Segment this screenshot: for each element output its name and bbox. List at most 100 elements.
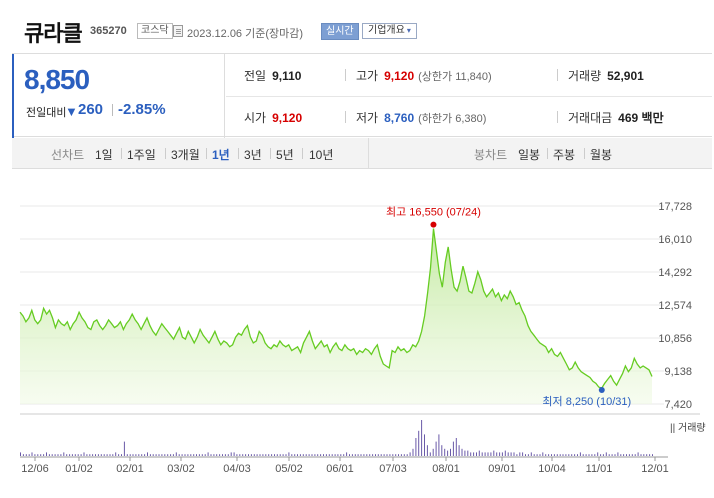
volume-bar <box>219 454 221 456</box>
volume-bar <box>291 454 293 456</box>
low-value: 8,760 <box>384 111 415 125</box>
volume-bar <box>184 454 186 456</box>
x-tick-label: 10/04 <box>538 463 566 475</box>
volume-bar <box>579 452 581 456</box>
volume-bar <box>628 454 630 456</box>
volume-bar <box>282 454 284 456</box>
volume-bar <box>631 454 633 456</box>
volume-bar <box>311 454 313 456</box>
volume-bar <box>597 452 599 456</box>
lower-limit: (하한가 6,380) <box>418 113 487 125</box>
volume-bar <box>135 454 137 456</box>
volume-bar <box>525 454 526 456</box>
volume-bar <box>43 454 45 456</box>
volume-bar <box>380 454 382 456</box>
volume-bar <box>600 454 602 456</box>
volume-bar <box>40 454 42 456</box>
volume-bar <box>536 454 538 456</box>
volume-legend-icon: || <box>670 423 675 434</box>
volume-bar <box>640 454 642 456</box>
volume-bar <box>542 452 544 456</box>
volume-bar <box>386 454 388 456</box>
volume-bar <box>167 454 169 456</box>
period-1w[interactable]: 1주일 <box>127 148 156 162</box>
period-5y[interactable]: 5년 <box>276 148 294 162</box>
volume-bar <box>204 454 206 456</box>
volume-bar <box>31 452 33 456</box>
divider <box>226 96 712 97</box>
volume-bar <box>46 452 47 456</box>
prev-close-value: 9,110 <box>272 69 302 83</box>
volume-bar <box>144 454 146 456</box>
period-1y[interactable]: 1년 <box>212 148 230 162</box>
volume-bar <box>421 420 423 456</box>
y-tick-label: 12,574 <box>658 300 692 312</box>
trade-value-cell: 거래대금 469 백만 <box>568 109 664 126</box>
upper-limit: (상한가 11,840) <box>418 71 492 83</box>
x-tick-label: 07/03 <box>379 463 407 475</box>
volume-bar <box>519 452 521 456</box>
volume-bar <box>444 448 446 456</box>
period-10y[interactable]: 10년 <box>309 148 334 162</box>
volume-bar <box>158 454 160 456</box>
volume-bar <box>328 454 330 456</box>
volume-bar <box>97 454 99 456</box>
volume-bar <box>48 454 50 456</box>
x-tick-label: 09/01 <box>488 463 516 475</box>
volume-bar <box>354 454 356 456</box>
volume-bar <box>553 454 555 456</box>
volume-bar <box>623 454 625 456</box>
low-label: 저가 <box>356 111 379 125</box>
company-info-button[interactable]: 기업개요 ▾ <box>362 23 417 39</box>
volume-bar <box>476 452 477 456</box>
period-3m[interactable]: 3개월 <box>171 148 200 162</box>
volume-bar <box>285 454 287 456</box>
candle-chart-label: 봉차트 <box>474 148 508 162</box>
volume-bar <box>132 454 134 456</box>
volume-bar <box>138 454 140 456</box>
document-icon <box>173 25 183 37</box>
period-3y[interactable]: 3년 <box>244 148 262 162</box>
price-chart[interactable]: 17,728 16,010 14,292 12,574 10,856 9,138 7,420… <box>0 195 714 493</box>
volume-bar <box>121 454 122 456</box>
candle-monthly[interactable]: 월봉 <box>590 148 613 162</box>
volume-bar <box>149 454 151 456</box>
volume-bar <box>265 454 267 456</box>
volume-bar <box>161 454 163 456</box>
volume-bar <box>152 454 154 456</box>
period-1d[interactable]: 1일 <box>95 148 113 162</box>
volume-bar <box>227 454 229 456</box>
volume-bar <box>522 452 524 456</box>
volume-bar <box>334 454 336 456</box>
volume-bar <box>256 454 258 456</box>
volume-bar <box>392 454 394 456</box>
volume-bar <box>175 452 177 456</box>
x-tick-label: 02/01 <box>116 463 144 475</box>
volume-bar <box>363 454 365 456</box>
volume-bar <box>242 454 244 456</box>
volume-bar <box>80 454 82 456</box>
volume-bar <box>568 454 570 456</box>
change-percent: -2.85% <box>118 101 166 118</box>
volume-bar <box>383 454 385 456</box>
candle-daily[interactable]: 일봉 <box>518 148 541 162</box>
candle-weekly[interactable]: 주봉 <box>553 148 576 162</box>
x-tick-label: 11/01 <box>586 463 613 475</box>
volume-bar <box>551 454 552 456</box>
volume-bar <box>259 454 261 456</box>
volume-bar <box>478 450 480 456</box>
volume-bar <box>409 452 411 456</box>
volume-bar <box>193 454 195 456</box>
volume-bar <box>504 450 506 456</box>
volume-bar <box>323 454 324 456</box>
max-label: 최고 16,550 (07/24) <box>386 206 481 219</box>
volume-bar <box>297 454 298 456</box>
min-label: 최저 8,250 (10/31) <box>542 395 631 408</box>
volume-bar <box>588 454 590 456</box>
volume-bar <box>337 454 339 456</box>
volume-bar <box>268 454 270 456</box>
volume-bar <box>447 450 449 456</box>
quote-panel: 8,850 전일대비 ▼ 260 -2.85% 전일 9,110 고가 9,120(… <box>12 53 712 138</box>
volume-bar <box>539 454 541 456</box>
realtime-button[interactable]: 실시간 <box>321 23 359 40</box>
